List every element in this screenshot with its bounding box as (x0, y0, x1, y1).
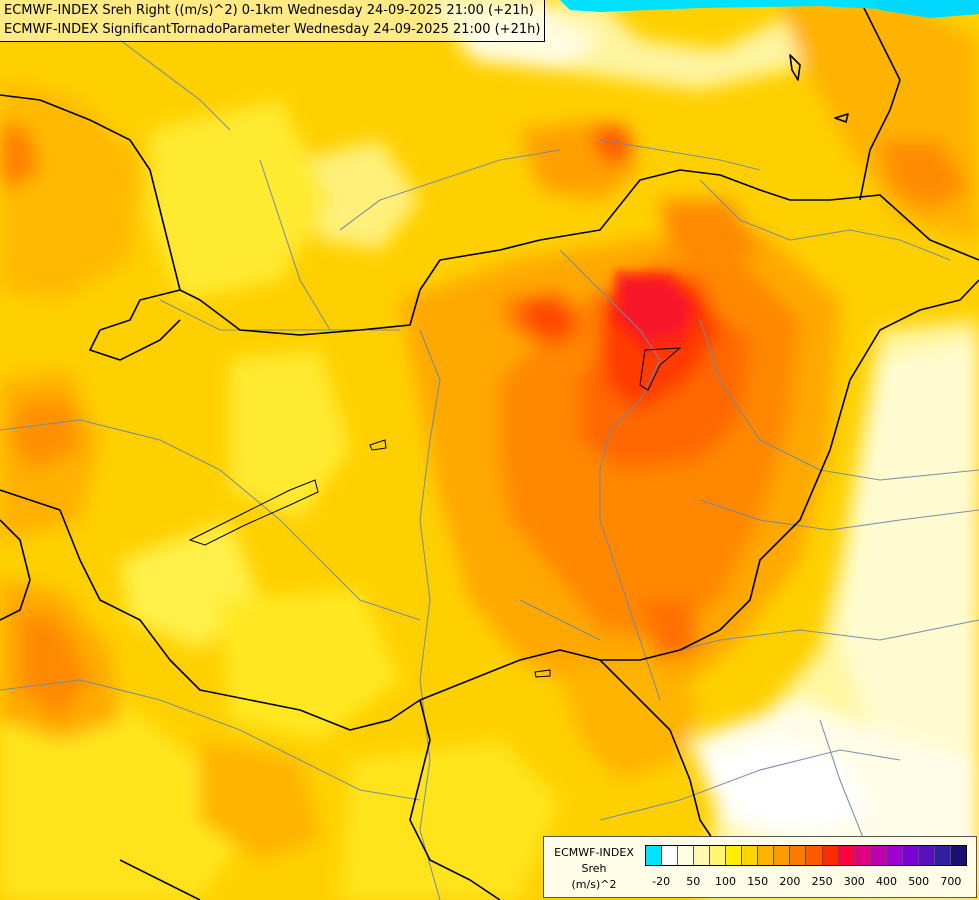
legend-swatch (838, 846, 855, 865)
legend-source: ECMWF-INDEX (554, 846, 634, 859)
legend-tick-label: -20 (652, 875, 671, 888)
legend-tick-label: 700 (940, 875, 962, 888)
title-line-1: ECMWF-INDEX Sreh Right ((m/s)^2) 0-1km W… (4, 3, 534, 18)
legend-swatch (918, 846, 935, 865)
legend-swatch (742, 846, 759, 865)
legend-swatch (822, 846, 839, 865)
legend-swatch (662, 846, 679, 865)
map-title-box: ECMWF-INDEX Sreh Right ((m/s)^2) 0-1km W… (0, 0, 546, 42)
legend-swatch (710, 846, 727, 865)
legend-tick-label: 250 (811, 875, 833, 888)
sreh-max-core (612, 270, 700, 352)
lakes (188, 347, 682, 678)
legend-swatch (902, 846, 919, 865)
legend-swatch (726, 846, 743, 865)
legend-swatch (950, 846, 966, 865)
legend-swatch (870, 846, 887, 865)
legend-swatch (886, 846, 903, 865)
title-line-2: ECMWF-INDEX SignificantTornadoParameter … (4, 22, 541, 37)
legend-swatch (758, 846, 775, 865)
color-legend: ECMWF-INDEX Sreh (m/s)^2 -20 50 100 150 200 2… (543, 836, 977, 898)
legend-tick-label: 500 (908, 875, 930, 888)
legend-swatch (854, 846, 871, 865)
legend-swatch (790, 846, 807, 865)
legend-tick-label: 50 (686, 875, 701, 888)
legend-swatch (646, 846, 663, 865)
legend-tick-label: 300 (843, 875, 865, 888)
legend-color-bar (645, 845, 967, 866)
legend-tick-label: 200 (779, 875, 801, 888)
legend-unit: (m/s)^2 (571, 878, 617, 891)
legend-swatch (934, 846, 951, 865)
legend-swatch (774, 846, 791, 865)
legend-tick-label: 150 (747, 875, 769, 888)
legend-variable: Sreh (581, 862, 607, 875)
legend-swatch (694, 846, 711, 865)
legend-tick-label: 400 (876, 875, 897, 888)
legend-swatch (678, 846, 695, 865)
legend-swatch (806, 846, 823, 865)
legend-tick-label: 100 (715, 875, 736, 888)
